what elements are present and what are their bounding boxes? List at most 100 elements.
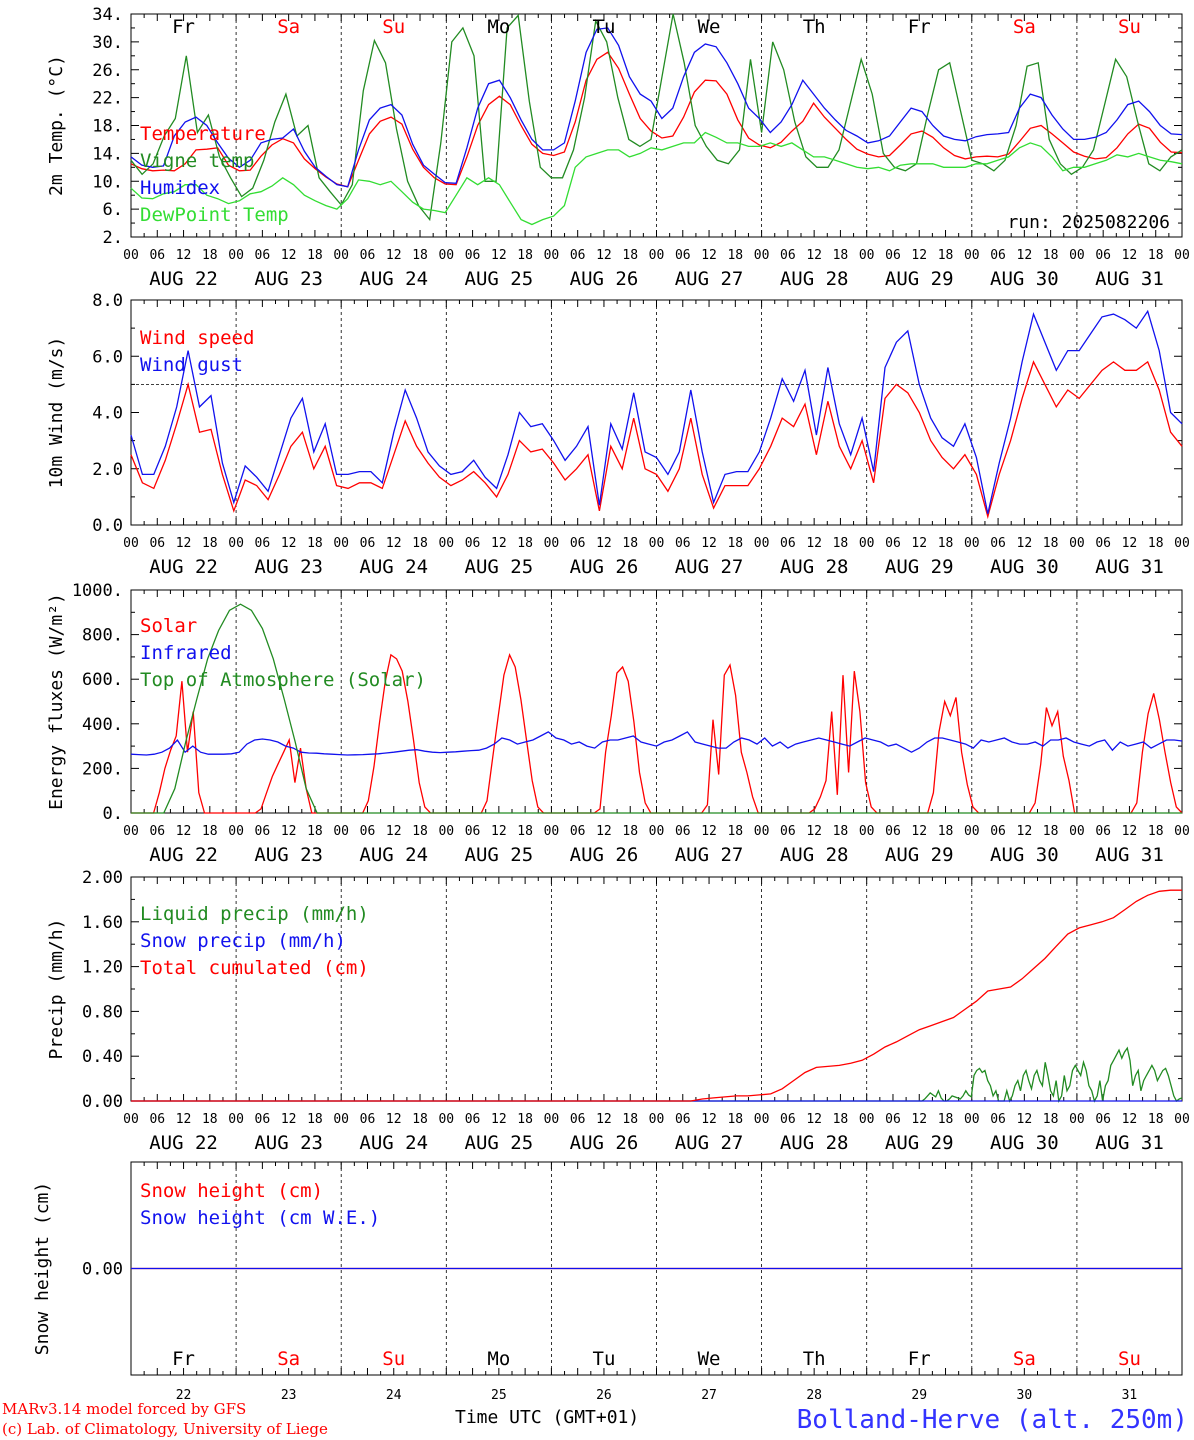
hour-tick-label: 12 (386, 824, 402, 839)
time-axis-label: Time UTC (GMT+01) (455, 1407, 639, 1428)
date-label: AUG 31 (1095, 844, 1164, 866)
date-label: AUG 26 (570, 268, 639, 290)
y-tick-label: 2. (103, 228, 123, 248)
hour-tick-label: 18 (938, 1112, 954, 1127)
hour-tick-label: 18 (307, 1112, 323, 1127)
hour-tick-label: 06 (570, 824, 586, 839)
hour-tick-label: 18 (412, 536, 428, 551)
weekday-label: We (698, 16, 721, 38)
y-tick-label: 600. (82, 670, 123, 690)
hour-tick-label: 12 (491, 536, 507, 551)
hour-tick-label: 06 (465, 536, 481, 551)
hour-tick-label: 18 (727, 248, 743, 263)
weekday-label: Sa (1013, 16, 1036, 38)
date-label: AUG 25 (465, 1132, 534, 1154)
hour-tick-label: 00 (754, 824, 770, 839)
hour-tick-label: 00 (333, 824, 349, 839)
hour-tick-label: 18 (307, 248, 323, 263)
series-line-humidex (130, 27, 1183, 188)
legend-entry: Snow precip (mm/h) (140, 930, 346, 952)
hour-tick-label: 12 (176, 248, 192, 263)
hour-tick-label: 12 (806, 248, 822, 263)
hour-tick-label: 06 (360, 824, 376, 839)
station-name: Bolland-Herve (alt. 250m) (797, 1405, 1188, 1435)
hour-tick-label: 18 (727, 536, 743, 551)
weekday-label: Fr (908, 16, 931, 38)
hour-tick-label: 06 (675, 1112, 691, 1127)
hour-tick-label: 06 (465, 248, 481, 263)
hour-tick-label: 06 (149, 536, 165, 551)
weekday-label: Fr (908, 1348, 931, 1370)
hour-tick-label: 00 (123, 536, 139, 551)
hour-tick-label: 06 (360, 536, 376, 551)
hour-tick-label: 06 (1095, 824, 1111, 839)
hour-tick-label: 00 (1069, 824, 1085, 839)
hour-tick-label: 12 (491, 824, 507, 839)
date-label: AUG 29 (885, 1132, 954, 1154)
hour-tick-label: 12 (1122, 824, 1138, 839)
hour-tick-label: 06 (149, 1112, 165, 1127)
hour-tick-label: 00 (438, 824, 454, 839)
date-label: AUG 28 (780, 844, 849, 866)
y-axis-label: Energy fluxes (W/m²) (46, 593, 67, 810)
day-number-label: 27 (701, 1388, 717, 1403)
hour-tick-label: 18 (622, 824, 638, 839)
series-line-wind-gust (130, 309, 1183, 514)
day-number-label: 25 (491, 1388, 507, 1403)
hour-tick-label: 06 (360, 1112, 376, 1127)
series-line-wind-speed (130, 360, 1183, 520)
plot-frame (130, 299, 1183, 526)
weekday-label: Fr (172, 1348, 195, 1370)
y-tick-label: 2.0 (92, 460, 123, 480)
hour-tick-label: 12 (386, 1112, 402, 1127)
date-label: AUG 28 (780, 556, 849, 578)
hour-tick-label: 06 (990, 536, 1006, 551)
hour-tick-label: 00 (754, 248, 770, 263)
weekday-label: Tu (593, 16, 616, 38)
date-label: AUG 31 (1095, 556, 1164, 578)
hour-tick-label: 12 (1017, 536, 1033, 551)
hour-tick-label: 12 (1017, 824, 1033, 839)
y-tick-label: 8.0 (92, 291, 123, 311)
y-tick-label: 0. (103, 804, 123, 824)
y-axis-label: 2m Temp. (°C) (46, 55, 67, 196)
hour-tick-label: 18 (833, 1112, 849, 1127)
hour-tick-label: 18 (622, 1112, 638, 1127)
hour-tick-label: 18 (833, 824, 849, 839)
weekday-label: Su (1118, 1348, 1141, 1370)
hour-tick-label: 06 (990, 1112, 1006, 1127)
legend-entry: DewPoint Temp (140, 204, 289, 226)
hour-tick-label: 18 (412, 1112, 428, 1127)
legend-entry: Wind gust (140, 354, 243, 376)
date-label: AUG 29 (885, 268, 954, 290)
panel-4: 0.00 0.40 0.80 1.20 1.60 2.00 Precip (mm/h) Liq… (46, 868, 1190, 1154)
hour-tick-label: 06 (780, 536, 796, 551)
hour-tick-label: 12 (806, 1112, 822, 1127)
hour-tick-label: 06 (255, 536, 271, 551)
day-number-label: 31 (1122, 1388, 1138, 1403)
hour-tick-label: 18 (412, 824, 428, 839)
hour-tick-label: 00 (1069, 536, 1085, 551)
y-tick-label: 2.00 (82, 868, 123, 888)
hour-tick-label: 00 (1069, 248, 1085, 263)
y-tick-label: 800. (82, 626, 123, 646)
hour-tick-label: 00 (859, 536, 875, 551)
hour-tick-label: 12 (701, 1112, 717, 1127)
hour-tick-label: 00 (333, 1112, 349, 1127)
hour-tick-label: 00 (123, 824, 139, 839)
hour-tick-label: 12 (281, 248, 297, 263)
legend-entry: Humidex (140, 177, 220, 199)
legend-entry: Wind speed (140, 327, 254, 349)
y-tick-label: 34. (92, 5, 123, 25)
hour-tick-label: 00 (754, 536, 770, 551)
date-label: AUG 29 (885, 556, 954, 578)
hour-tick-label: 00 (1174, 824, 1190, 839)
hour-tick-label: 06 (1095, 1112, 1111, 1127)
hour-tick-label: 12 (281, 824, 297, 839)
day-number-label: 28 (806, 1388, 822, 1403)
hour-tick-label: 18 (202, 824, 218, 839)
hour-tick-label: 00 (649, 248, 665, 263)
hour-tick-label: 06 (1095, 248, 1111, 263)
series-line-total-cumulated-cm- (131, 889, 1182, 1102)
hour-tick-label: 18 (622, 248, 638, 263)
